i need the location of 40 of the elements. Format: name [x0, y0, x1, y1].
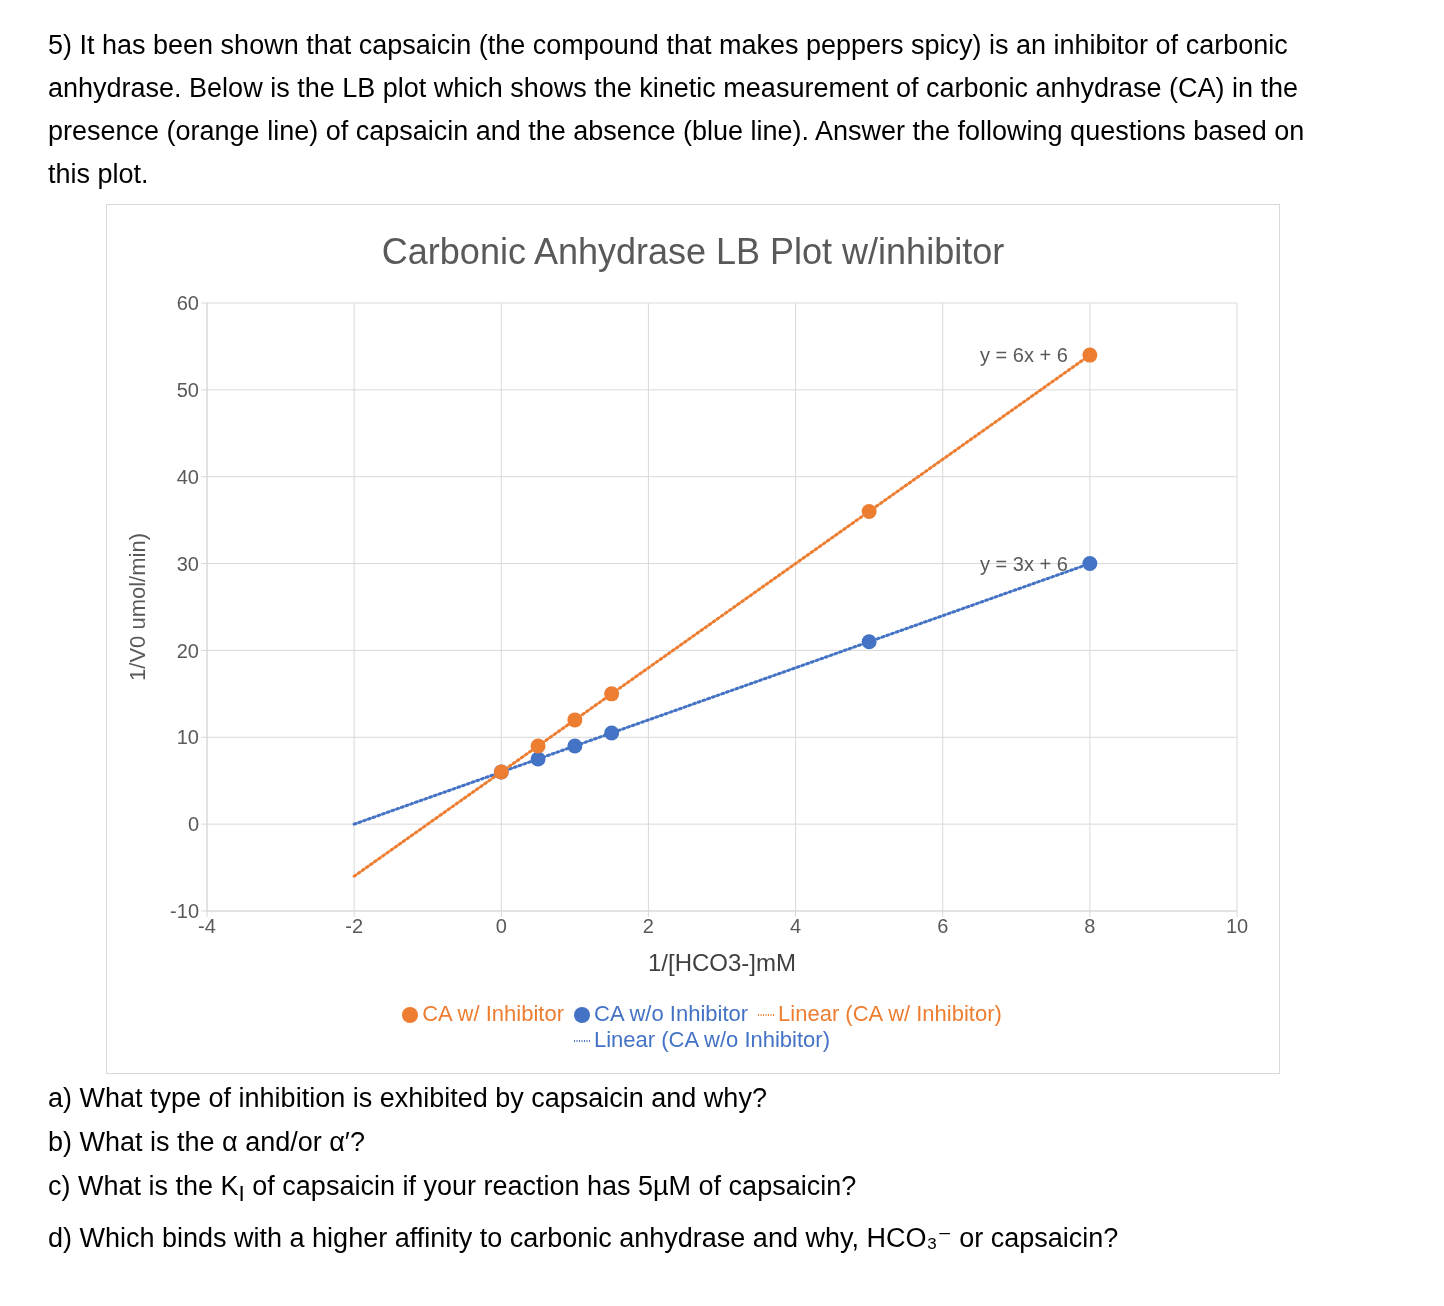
y-axis-title: 1/V0 umol/min) — [124, 533, 150, 681]
x-tick-label: -2 — [345, 915, 364, 938]
y-tick-label: 30 — [176, 552, 199, 575]
text: 5) It has been shown that capsaicin (the compound that makes peppers spicy) is an inhibitor of carbonic anhydrase. Below is the LB plot which shows the kinetic measurement of carbonic anhydrase (CA) in the presence (orange line) of capsaicin and the absence (blue line). Answer the following questions based on this plot. — [48, 29, 1306, 191]
annotation: y = 6x + 6 — [980, 344, 1068, 367]
x-tick-label: 0 — [495, 915, 507, 938]
point — [861, 503, 877, 519]
legend-label: Linear (CA w/ Inhibitor) — [778, 1001, 1002, 1026]
x-tick-label: -4 — [198, 915, 216, 938]
text: a) What type of inhibition is exhibited by capsaicin and why? — [48, 1082, 768, 1115]
x-tick-label: 4 — [790, 915, 802, 938]
y-tick-label: 20 — [176, 639, 199, 662]
y-tick-label: -10 — [170, 900, 199, 923]
point — [567, 712, 583, 728]
point — [530, 738, 546, 754]
x-tick-label: 10 — [1225, 915, 1249, 938]
point — [530, 751, 546, 767]
point — [1082, 556, 1098, 572]
y-tick-label: 60 — [176, 292, 199, 315]
x-tick-label: 8 — [1084, 915, 1096, 938]
point — [861, 634, 877, 650]
y-tick-label: 10 — [176, 726, 199, 749]
point — [604, 725, 620, 741]
text: c) What is the K$_{I}$ of capsaicin if your reaction has 5µM of capsaicin? — [48, 1170, 858, 1209]
legend-label: CA w/ Inhibitor — [422, 1001, 564, 1026]
x-axis-title: 1/[HCO3-]mM — [647, 949, 797, 976]
y-tick-label: 0 — [187, 813, 199, 836]
x-tick-label: 6 — [937, 915, 949, 938]
x-tick-label: 2 — [642, 915, 654, 938]
text: d) Which binds with a higher affinity to carbonic anhydrase and why, HCO₃⁻ or capsaicin? — [48, 1222, 1120, 1256]
legend-label: Linear (CA w/o Inhibitor) — [594, 1027, 830, 1052]
point — [567, 738, 583, 754]
point — [604, 686, 620, 702]
text: b) What is the α and/or α′? — [48, 1126, 366, 1159]
point — [1082, 347, 1098, 363]
annotation: y = 3x + 6 — [980, 552, 1068, 575]
y-tick-label: 40 — [176, 465, 199, 488]
legend-label: CA w/o Inhibitor — [594, 1001, 749, 1026]
y-tick-label: 50 — [176, 378, 199, 401]
chart-title: Carbonic Anhydrase LB Plot w/inhibitor — [380, 231, 1006, 273]
